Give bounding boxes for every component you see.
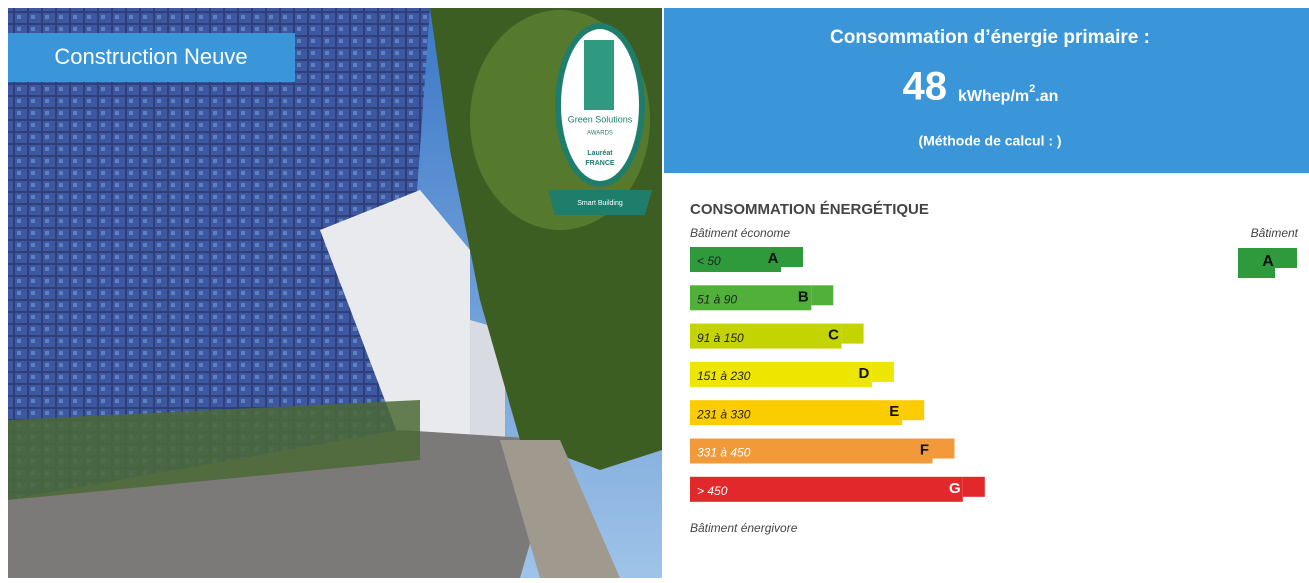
label-bottom: Bâtiment énergivore	[690, 521, 798, 535]
class-bar-tip	[842, 324, 864, 344]
class-bar	[690, 477, 963, 502]
class-letter: B	[798, 288, 809, 305]
class-bars: < 50 A 51 à 90 B 91 à 150 C 151 à 230 D 231 à 33…	[690, 247, 1297, 502]
header-method: (Méthode de calcul : )	[918, 133, 1061, 149]
award-text: AWARDS	[587, 131, 613, 137]
class-bar-tip	[902, 400, 924, 420]
class-letter: F	[920, 441, 929, 458]
class-range: 51 à 90	[697, 292, 737, 306]
award-text: Lauréat	[587, 150, 613, 157]
class-bar-tip	[872, 362, 894, 382]
unit: kWhep/m	[958, 88, 1029, 105]
award-text: Green Solutions	[568, 114, 633, 124]
award-text: FRANCE	[585, 160, 614, 167]
class-letter: D	[858, 365, 869, 382]
label-top-left: Bâtiment économe	[690, 226, 790, 240]
label-top-right: Bâtiment	[1251, 226, 1299, 240]
class-range: < 50	[697, 254, 721, 268]
page: Construction Neuve Green Solutions AWARD…	[0, 0, 1309, 578]
class-bar-tip	[811, 285, 833, 305]
label-title: CONSOMMATION ÉNERGÉTIQUE	[690, 201, 929, 218]
building-class: A	[1262, 253, 1274, 270]
award-ribbon: Smart Building	[577, 200, 623, 207]
badge-text: Construction Neuve	[54, 44, 247, 69]
class-bar-tip	[933, 439, 955, 459]
class-bar-tip	[963, 477, 985, 497]
class-bar-tip	[781, 247, 803, 267]
class-range: 91 à 150	[697, 331, 744, 345]
class-letter: E	[889, 403, 899, 420]
class-letter: A	[768, 250, 779, 267]
class-letter: C	[828, 327, 839, 344]
unit-suffix: .an	[1035, 88, 1058, 105]
header-value: 48	[903, 65, 948, 109]
class-range: 231 à 330	[696, 407, 751, 421]
class-letter: G	[949, 480, 961, 497]
class-range: > 450	[697, 484, 728, 498]
class-range: 151 à 230	[697, 369, 751, 383]
class-range: 331 à 450	[697, 446, 751, 460]
header-title: Consommation d’énergie primaire :	[830, 27, 1150, 48]
